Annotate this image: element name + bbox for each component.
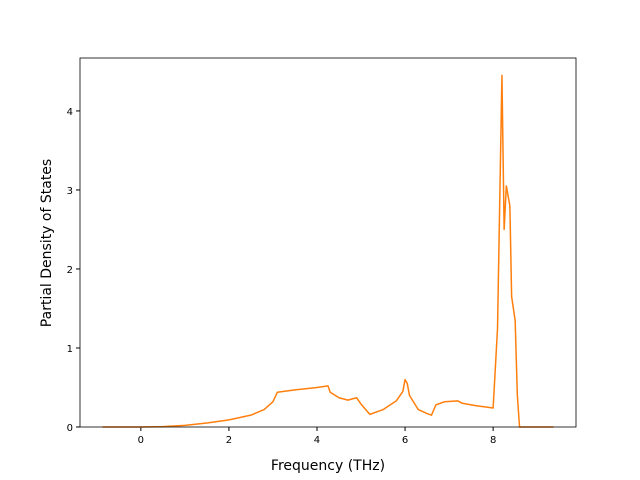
plot-frame bbox=[79, 57, 577, 428]
x-tick-label: 6 bbox=[402, 435, 408, 446]
x-tick-label: 2 bbox=[226, 435, 232, 446]
x-tick-label: 4 bbox=[314, 435, 320, 446]
y-tick-label: 4 bbox=[67, 107, 73, 118]
x-tick-label: 8 bbox=[490, 435, 496, 446]
data-line bbox=[102, 74, 554, 428]
y-tick-label: 0 bbox=[67, 423, 73, 434]
x-axis-label: Frequency (THz) bbox=[271, 458, 385, 474]
y-tick-label: 2 bbox=[67, 265, 73, 276]
x-tick-label: 0 bbox=[138, 435, 144, 446]
y-axis-label: Partial Density of States bbox=[39, 159, 55, 327]
y-tick-label: 3 bbox=[67, 186, 73, 197]
y-tick-label: 1 bbox=[67, 344, 73, 355]
